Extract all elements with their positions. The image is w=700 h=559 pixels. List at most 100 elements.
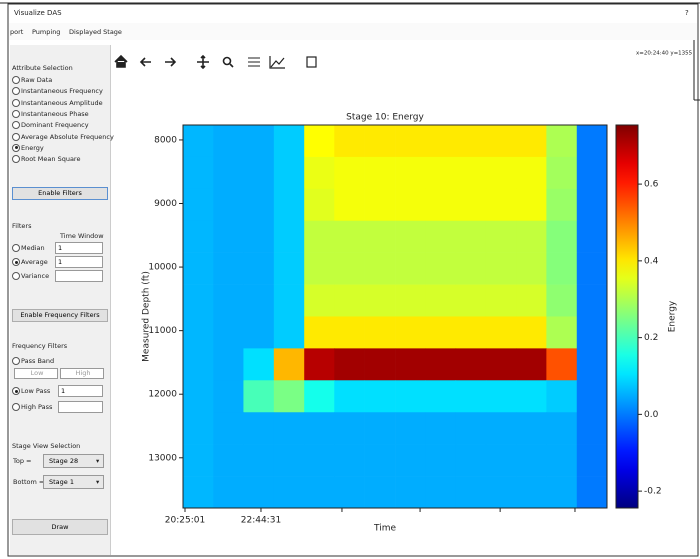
heatmap-cell [516,444,547,476]
heatmap-cell [243,476,274,508]
menu-item[interactable]: Pumping [32,28,60,36]
heatmap-cell [516,253,547,285]
heatmap-cell [516,189,547,221]
heatmap-cell [516,125,547,157]
x-tick-label: 20:25:01 [165,516,205,526]
colorbar [616,125,638,508]
heatmap-cell [243,253,274,285]
heatmap-cell [304,444,335,476]
heatmap-cell [274,412,305,444]
heatmap-cell [456,125,487,157]
heatmap-cell [546,157,577,189]
radio-button[interactable] [12,272,20,280]
heatmap-cell [425,444,456,476]
column-title: Time Window [60,233,104,240]
text-input[interactable]: 1 [55,256,103,268]
radio-button[interactable] [12,403,20,411]
heatmap-cell [577,316,608,348]
heatmap-cell [425,380,456,412]
heatmap-cell [183,253,214,285]
heatmap-cell [546,221,577,253]
heatmap-cell [274,221,305,253]
menu-item[interactable]: Displayed Stage [69,28,122,36]
heatmap-cell [365,253,396,285]
help-button[interactable]: ? [685,9,689,17]
dropdown[interactable]: Stage 28 [43,454,104,468]
heatmap-cell [365,444,396,476]
text-input[interactable]: 1 [55,242,103,254]
radio-label: Dominant Frequency [21,122,89,129]
heatmap-cell [395,285,426,317]
heatmap-cell [274,253,305,285]
enable-frequency-filters-button[interactable]: Enable Frequency Filters [12,309,108,322]
radio-label: High Pass [21,404,52,411]
heatmap-cell [243,189,274,221]
heatmap-cell [183,221,214,253]
heatmap-cell [456,412,487,444]
text-input[interactable] [55,270,103,282]
heatmap-cell [334,285,365,317]
text-input[interactable] [58,401,103,413]
radio-button[interactable] [12,76,20,84]
radio-button[interactable] [12,133,20,141]
heatmap-cell [365,476,396,508]
heatmap-cell [425,157,456,189]
heatmap-cell [395,189,426,221]
y-tick-label: 12000 [148,390,177,400]
radio-button[interactable] [12,99,20,107]
radio-button[interactable] [12,357,20,365]
heatmap-cell [365,380,396,412]
heatmap-cell [456,285,487,317]
heatmap-cell [183,285,214,317]
radio-label: Instantaneous Phase [21,111,89,118]
heatmap-cell [486,285,517,317]
enable-filters-button[interactable]: Enable Filters [12,187,108,200]
heatmap-cell [304,285,335,317]
heatmap-cell [183,476,214,508]
radio-label: Median [21,245,45,252]
text-input[interactable]: 1 [58,385,103,397]
heatmap-cell [334,157,365,189]
heatmap-cell [456,189,487,221]
heatmap-cell [213,412,244,444]
y-tick-label: 8000 [154,135,177,145]
radio-button[interactable] [12,258,20,266]
radio-button[interactable] [12,87,20,95]
draw-button[interactable]: Draw [12,519,108,535]
window-title: Visualize DAS [14,9,62,17]
heatmap-cell [577,189,608,221]
heatmap-cell [213,125,244,157]
heatmap-cell [274,476,305,508]
radio-button[interactable] [12,110,20,118]
radio-button[interactable] [12,121,20,129]
text-input[interactable]: High [60,368,104,379]
heatmap-cell [456,221,487,253]
heatmap-cell [365,189,396,221]
heatmap-cell [213,189,244,221]
heatmap-cell [395,157,426,189]
heatmap-cell [456,444,487,476]
heatmap-cell [546,125,577,157]
colorbar-label: Energy [668,300,678,332]
heatmap-cell [213,157,244,189]
heatmap-cell [334,316,365,348]
radio-label: Root Mean Square [21,156,80,163]
heatmap-cell [243,157,274,189]
text-input[interactable]: Low [14,368,58,379]
radio-button[interactable] [12,155,20,163]
menu-item[interactable]: port [10,28,24,36]
heatmap-cell [365,125,396,157]
heatmap-cell [213,253,244,285]
dropdown[interactable]: Stage 1 [43,475,104,489]
x-axis-label: Time [373,524,396,534]
radio-button[interactable] [12,387,20,395]
radio-button[interactable] [12,144,20,152]
heatmap-cell [243,380,274,412]
radio-button[interactable] [12,244,20,252]
heatmap-cell [213,476,244,508]
heatmap-cell [425,285,456,317]
heatmap-cell [456,316,487,348]
heatmap-cell [304,253,335,285]
heatmap-cell [304,157,335,189]
heatmap-cell [304,316,335,348]
